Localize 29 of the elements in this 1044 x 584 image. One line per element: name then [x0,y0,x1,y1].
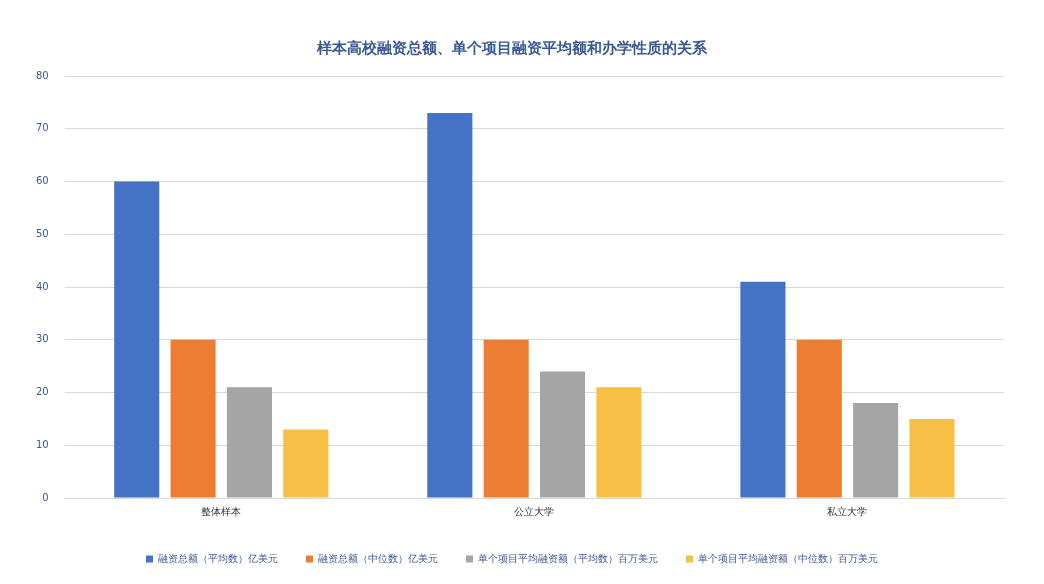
y-tick-label: 60 [35,175,49,187]
y-tick-label: 0 [42,491,49,503]
bar [740,281,786,498]
bar [226,387,272,498]
legend-label: 单个项目平均融资额（平均数）百万美元 [478,552,658,564]
bar [540,371,586,498]
legend-label: 融资总额（平均数）亿美元 [158,552,278,564]
y-tick-label: 20 [35,386,49,398]
bar [483,339,529,498]
x-tick-label: 公立大学 [514,505,555,517]
y-tick-label: 50 [35,227,49,239]
y-tick-label: 40 [35,280,49,292]
legend-label: 融资总额（中位数）亿美元 [318,552,438,564]
bar [596,387,642,498]
bar [170,339,216,498]
bar [853,403,899,498]
bar [909,418,955,498]
bar [796,339,842,498]
x-tick-label: 整体样本 [201,505,242,517]
bar [427,112,473,498]
y-tick-label: 70 [35,122,49,134]
bar [114,181,160,498]
y-tick-label: 10 [35,438,49,450]
chart-title: 样本高校融资总额、单个项目融资平均额和办学性质的关系 [316,38,708,57]
x-tick-label: 私立大学 [827,505,868,517]
y-tick-label: 80 [35,69,49,81]
y-tick-label: 30 [35,333,49,345]
legend-label: 单个项目平均融资额（中位数）百万美元 [698,552,878,564]
bar [283,429,329,498]
